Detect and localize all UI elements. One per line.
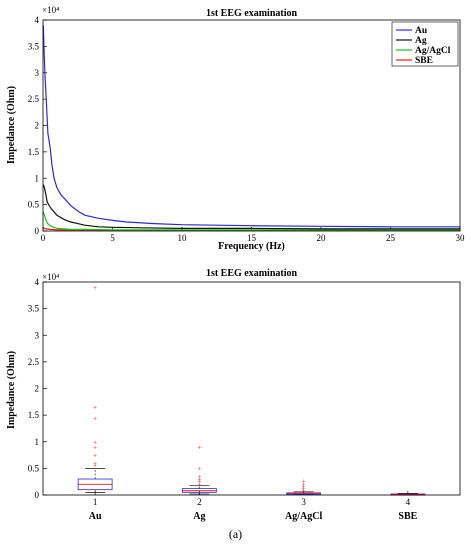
y-tick-label: 2.5: [28, 94, 40, 104]
line-chart-title: 1st EEG examination: [206, 8, 298, 19]
outlier-point: +: [93, 460, 97, 468]
outlier-point: +: [302, 483, 306, 491]
box-au: ++++++++: [77, 284, 113, 493]
series-line-au: [42, 25, 460, 228]
box-chart: 1st EEG examination ×10⁴ Impedance (Ohm)…: [6, 268, 461, 522]
category-label: SBE: [398, 511, 417, 522]
outlier-point: +: [302, 478, 306, 486]
y-tick-label: 3: [35, 330, 40, 340]
box-chart-plot-area: [42, 281, 461, 496]
x-tick-label: 3: [301, 497, 306, 507]
y-tick-label: 1.5: [28, 147, 40, 157]
x-tick-label: 1: [93, 497, 98, 507]
outlier-point: +: [197, 476, 201, 484]
legend-label-agagcl: Ag/AgCl: [415, 46, 451, 56]
x-tick-label: 2: [197, 497, 202, 507]
y-tick-label: 3: [35, 68, 40, 78]
box-agagcl: +++++: [286, 478, 322, 495]
outlier-point: +: [197, 444, 201, 452]
outlier-point: +: [93, 404, 97, 412]
outlier-point: +: [93, 438, 97, 446]
y-tick-label: 0: [35, 226, 40, 236]
outlier-point: +: [302, 487, 306, 495]
outlier-point: +: [302, 485, 306, 493]
legend-label-au: Au: [415, 26, 428, 36]
y-tick-label: 1: [35, 173, 40, 183]
y-tick-label: 1: [35, 437, 40, 447]
box-chart-title: 1st EEG examination: [206, 268, 298, 279]
y-tick-label: 4: [35, 277, 40, 287]
outlier-point: +: [197, 481, 201, 489]
series-line-ag: [42, 184, 460, 230]
x-tick-label: 4: [406, 497, 411, 507]
y-tick-label: 0.5: [28, 463, 40, 473]
x-tick-label: 20: [317, 233, 327, 243]
outlier-point: +: [197, 478, 201, 486]
box-chart-exponent: ×10⁴: [42, 272, 59, 282]
line-chart: 1st EEG examination ×10⁴ Impedance (Ohm)…: [6, 5, 465, 252]
line-chart-plot-area: [42, 19, 461, 232]
outlier-point: +: [93, 284, 97, 292]
outlier-point: +: [197, 473, 201, 481]
line-chart-exponent: ×10⁴: [42, 5, 59, 15]
legend-box: [391, 21, 459, 67]
x-tick-label: 25: [386, 233, 396, 243]
x-tick-label: 0: [41, 233, 46, 243]
y-tick-label: 2: [35, 384, 40, 394]
line-chart-xlabel: Frequency (Hz): [218, 241, 285, 252]
line-chart-ylabel: Impedance (Ohm): [6, 86, 17, 164]
y-tick-label: 0: [35, 490, 40, 500]
outlier-point: +: [302, 481, 306, 489]
x-tick-label: 10: [178, 233, 188, 243]
y-tick-label: 2: [35, 121, 40, 131]
legend-label-ag: Ag: [415, 36, 427, 46]
y-tick-label: 3.5: [28, 304, 40, 314]
x-tick-label: 15: [247, 233, 257, 243]
x-tick-label: 30: [456, 233, 466, 243]
figure-caption: (a): [229, 527, 242, 541]
outlier-point: +: [197, 465, 201, 473]
outlier-point: +: [93, 452, 97, 460]
outlier-point: +: [93, 462, 97, 470]
category-label: Ag: [193, 511, 205, 522]
outlier-point: +: [93, 444, 97, 452]
series-line-agagcl: [42, 211, 460, 231]
box-chart-ylabel: Impedance (Ohm): [6, 351, 17, 429]
x-tick-label: 5: [110, 233, 115, 243]
y-tick-label: 3.5: [28, 41, 40, 51]
y-tick-label: 2.5: [28, 357, 40, 367]
category-label: Au: [89, 511, 102, 522]
y-tick-label: 0.5: [28, 200, 40, 210]
legend: Au Ag Ag/AgCl SBE: [391, 21, 459, 67]
y-tick-label: 4: [35, 15, 40, 25]
y-tick-label: 1.5: [28, 410, 40, 420]
legend-label-sbe: SBE: [415, 56, 433, 66]
category-label: Ag/AgCl: [285, 511, 322, 522]
outlier-point: +: [93, 414, 97, 422]
box-ag: ++++++: [181, 444, 217, 495]
